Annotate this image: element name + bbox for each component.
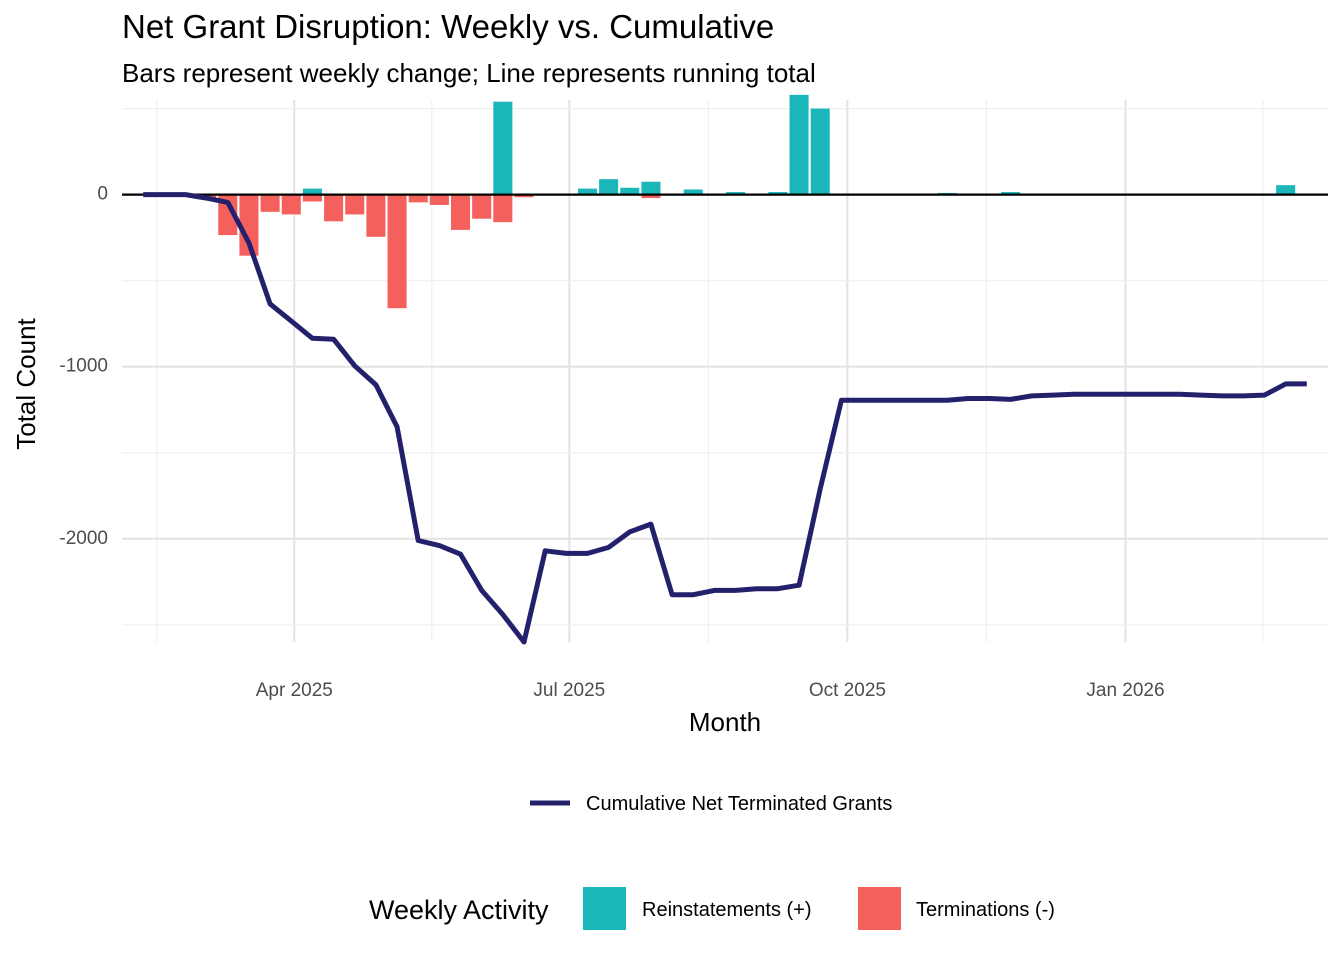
y-ticks: 0 -1000 -2000 xyxy=(59,184,108,549)
bar-termination xyxy=(260,194,280,212)
legend-label-reinstatements: Reinstatements (+) xyxy=(642,899,812,921)
y-tick-label: -2000 xyxy=(59,528,108,549)
bars xyxy=(197,94,1296,309)
bar-termination xyxy=(281,194,301,215)
bar-termination xyxy=(408,194,428,203)
bar-termination xyxy=(239,194,259,256)
legend-fill-title: Weekly Activity xyxy=(369,895,549,925)
bar-reinstatement xyxy=(810,108,830,195)
y-tick-label: 0 xyxy=(97,184,108,205)
bar-termination xyxy=(324,194,344,222)
bar-reinstatement xyxy=(599,179,619,195)
legend-label-terminations: Terminations (-) xyxy=(916,899,1055,921)
bar-termination xyxy=(472,194,492,219)
bar-reinstatement xyxy=(768,192,788,195)
bar-reinstatement xyxy=(1001,192,1021,195)
bar-termination xyxy=(493,194,513,223)
y-tick-label: -1000 xyxy=(59,356,108,377)
grid xyxy=(122,100,1328,642)
bar-reinstatement xyxy=(789,94,809,195)
bar-termination xyxy=(366,194,386,237)
x-ticks: Apr 2025 Jul 2025 Oct 2025 Jan 2026 xyxy=(256,680,1165,701)
bar-reinstatement xyxy=(726,192,746,195)
chart-title: Net Grant Disruption: Weekly vs. Cumulat… xyxy=(122,8,775,45)
x-tick-label: Apr 2025 xyxy=(256,680,333,701)
chart-subtitle: Bars represent weekly change; Line repre… xyxy=(122,58,816,88)
x-tick-label: Oct 2025 xyxy=(809,680,886,701)
x-axis-title: Month xyxy=(689,707,761,737)
bar-termination xyxy=(514,194,534,198)
bar-reinstatement xyxy=(493,101,513,195)
bar-reinstatement xyxy=(683,189,703,195)
bar-termination xyxy=(302,194,322,202)
cumulative-line xyxy=(143,192,1307,645)
legend-fill: Weekly Activity Reinstatements (+) Termi… xyxy=(369,887,1055,930)
bar-termination xyxy=(429,194,449,205)
bar-reinstatement xyxy=(577,188,597,195)
bar-termination xyxy=(641,194,661,199)
legend-key-terminations xyxy=(858,887,901,930)
bar-termination xyxy=(387,194,407,309)
bar-reinstatement xyxy=(620,187,640,195)
legend-key-reinstatements xyxy=(583,887,626,930)
bar-termination xyxy=(451,194,471,230)
legend-line: Cumulative Net Terminated Grants xyxy=(530,793,892,815)
bar-termination xyxy=(218,194,238,236)
legend-line-label: Cumulative Net Terminated Grants xyxy=(586,793,892,815)
y-axis-title: Total Count xyxy=(11,317,41,449)
bar-reinstatement xyxy=(1276,185,1296,195)
bar-reinstatement xyxy=(302,188,322,195)
bar-reinstatement xyxy=(641,181,661,195)
x-tick-label: Jul 2025 xyxy=(533,680,605,701)
x-tick-label: Jan 2026 xyxy=(1086,680,1164,701)
bar-termination xyxy=(345,194,365,215)
